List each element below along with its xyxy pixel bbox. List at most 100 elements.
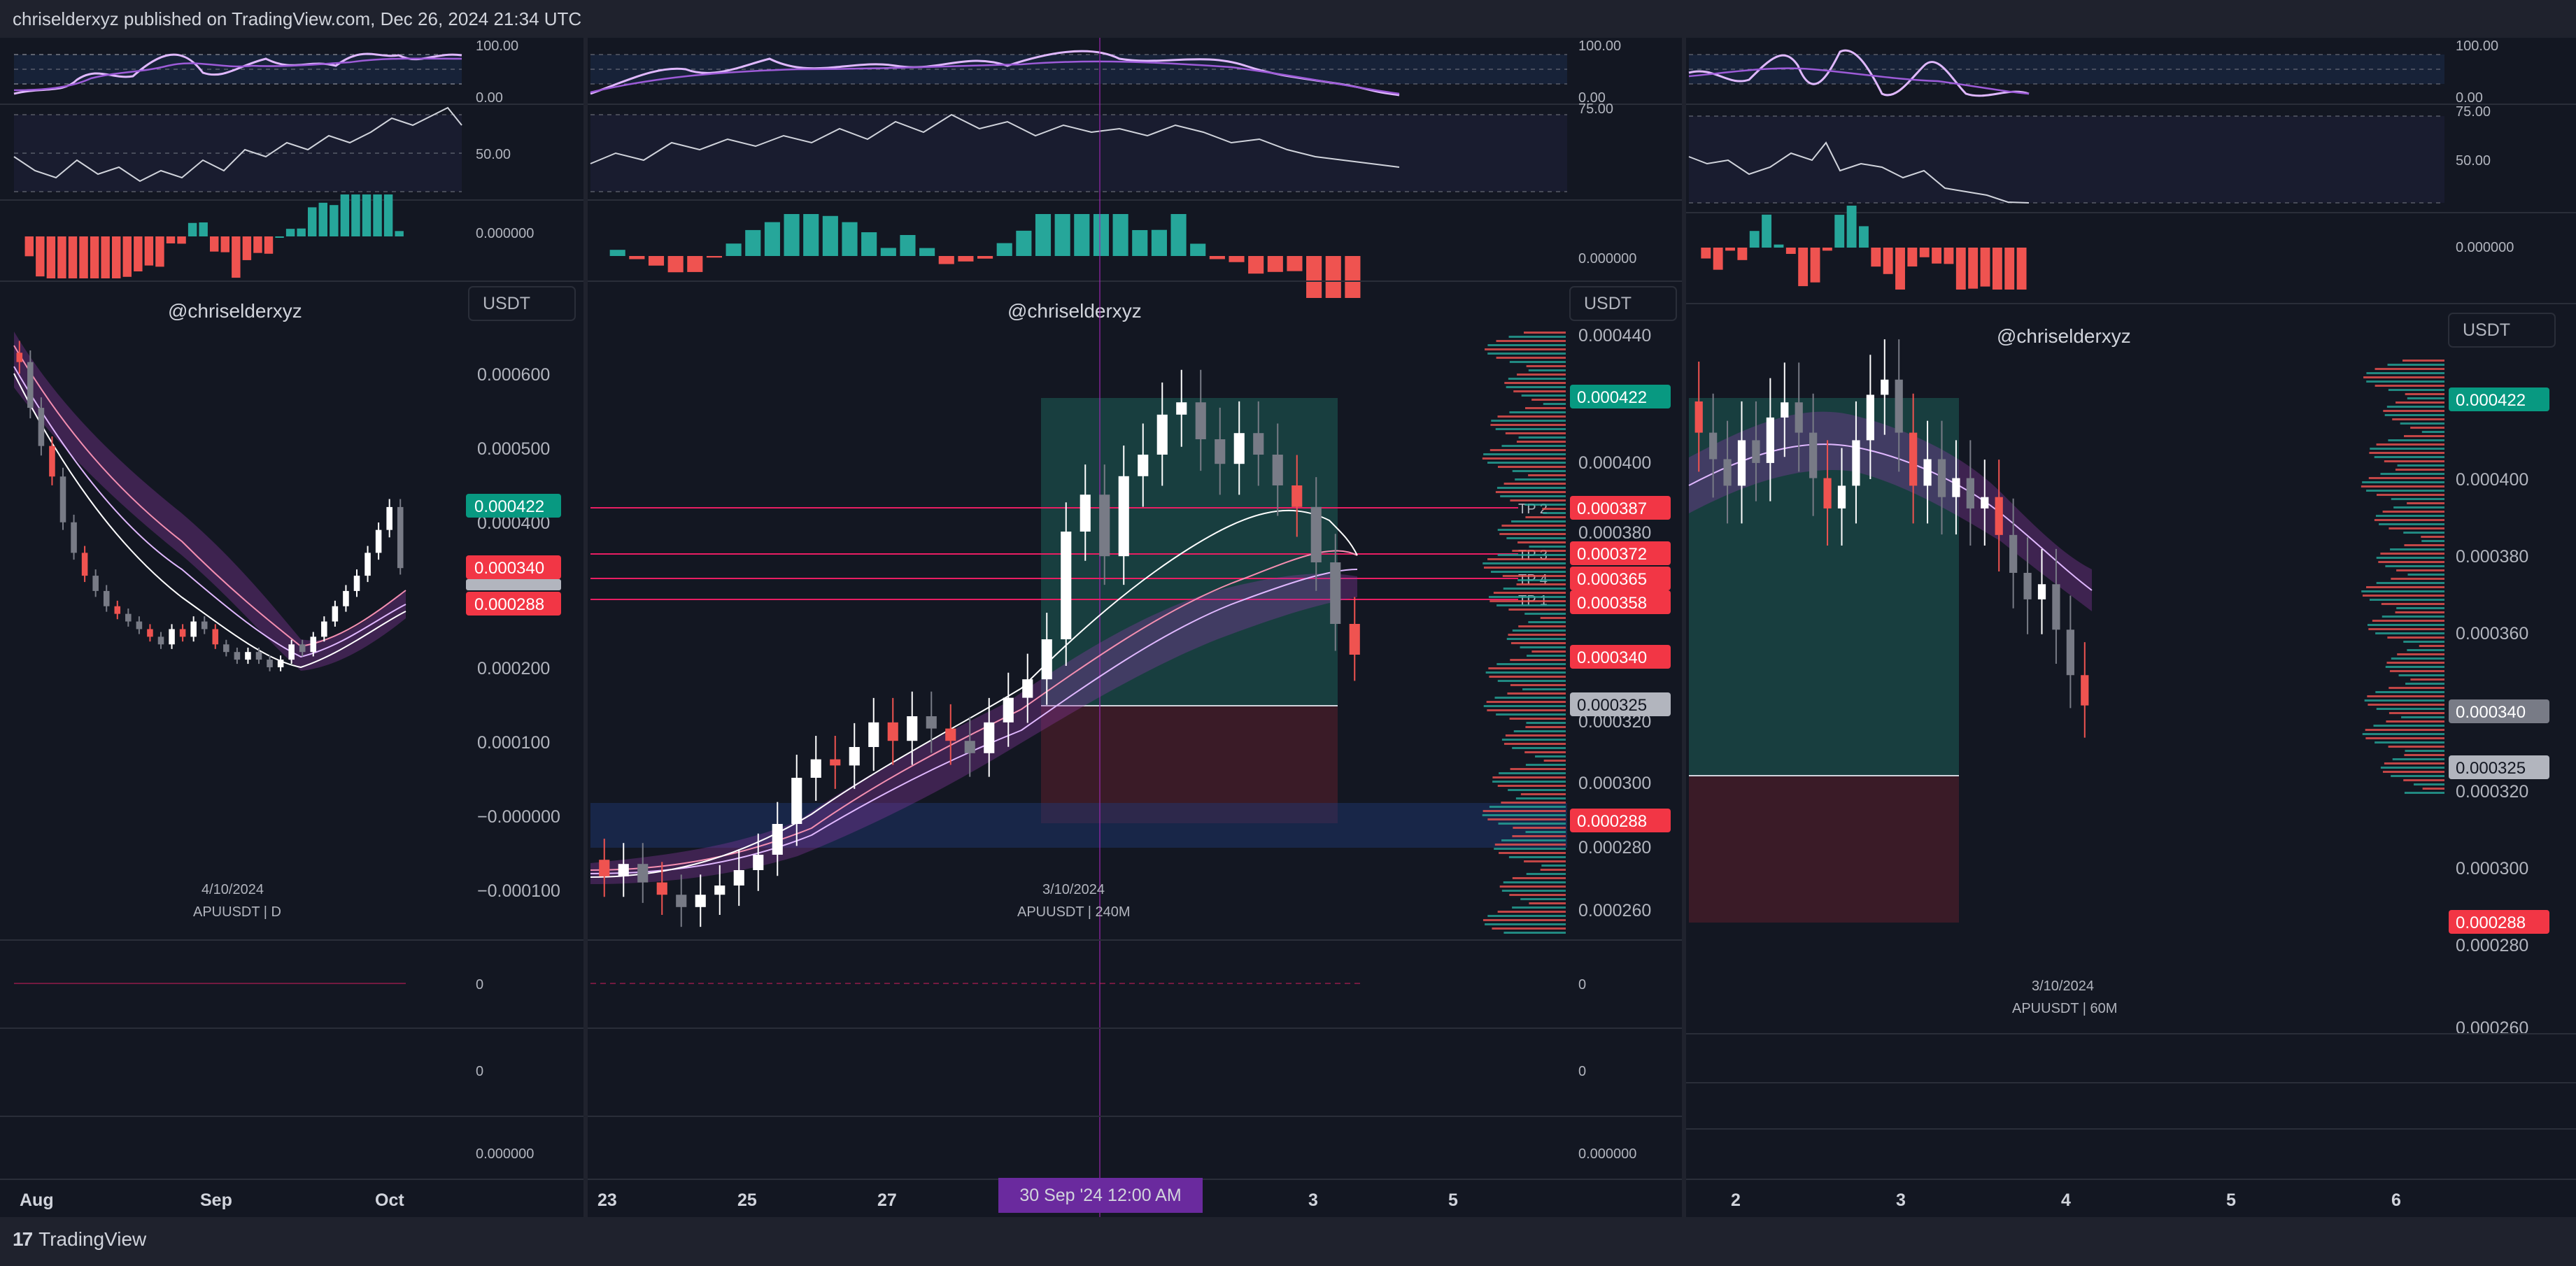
volume-profile-bar (2400, 422, 2444, 425)
candle-body (599, 860, 610, 876)
candle-body (1330, 562, 1341, 624)
volume-profile-bar (1531, 399, 1566, 401)
volume-profile-bar (1492, 781, 1566, 783)
candle-body (1022, 679, 1033, 698)
y-tick-360: 0.000360 (2456, 624, 2528, 643)
watermark: @chriselderxyz (168, 300, 302, 322)
pane-separator-2[interactable] (1682, 38, 1686, 1217)
candle-body (288, 644, 295, 660)
pane-separator-1[interactable] (583, 38, 588, 1217)
volume-profile-bar (2421, 431, 2444, 433)
tag-422: 0.000422 (1577, 388, 1647, 407)
volume-profile-bar (2384, 414, 2444, 416)
volume-profile-bar (1524, 751, 1566, 753)
volume-profile-bar (1496, 604, 1566, 606)
y-tick-320: 0.000320 (1578, 712, 1651, 732)
volume-profile-bar (1528, 369, 1566, 371)
volume-profile-bar (1505, 734, 1566, 737)
volume-profile-bar (1516, 583, 1566, 585)
macd-bar (1895, 248, 1905, 290)
volume-profile-bar (1528, 621, 1566, 623)
stoch-tick: 75.00 (1578, 101, 1613, 117)
macd-bar (1713, 248, 1723, 270)
candle-body (637, 864, 649, 883)
volume-profile-bar (2407, 574, 2444, 576)
volume-profile-bar (1487, 915, 1566, 917)
h1-chart-svg[interactable]: 100.00 0.00 75.00 50.00 0.000000 @chrise… (1686, 38, 2576, 1217)
macd-bar (1151, 229, 1167, 256)
daily-chart-svg[interactable]: 100.00 0.00 50.00 0.000000 @chriselderxy… (0, 38, 583, 1217)
volume-profile-bar (1509, 894, 1566, 896)
candle-body (1138, 455, 1149, 476)
chart-pane-daily[interactable]: 100.00 0.00 50.00 0.000000 @chriselderxy… (0, 38, 583, 1217)
volume-profile-bar (1524, 613, 1566, 615)
macd-bar (1822, 248, 1832, 251)
candle-body (190, 621, 197, 637)
volume-profile-bar (2366, 380, 2444, 383)
macd-bar (1846, 206, 1857, 248)
volume-profile-bar (2388, 439, 2444, 441)
volume-profile-bar (2381, 603, 2444, 605)
publish-header: chriselderxyz published on TradingView.c… (0, 0, 2576, 38)
chart-pane-1h[interactable]: 100.00 0.00 75.00 50.00 0.000000 @chrise… (1686, 38, 2576, 1217)
candle-body (945, 728, 956, 741)
volume-profile-bar (2410, 678, 2444, 681)
tag-372: 0.000372 (1577, 545, 1647, 564)
candle-body (1709, 432, 1718, 460)
candle-body (2081, 675, 2089, 706)
candle-body (1981, 497, 1989, 508)
candle-body (59, 476, 66, 522)
stoch-tick: 50.00 (476, 147, 511, 162)
position-stop-zone (1689, 776, 1959, 923)
volume-profile-bar (1487, 709, 1566, 711)
macd-bar (210, 236, 219, 252)
macd-bar (1871, 248, 1881, 267)
volume-profile-bar (2363, 376, 2444, 378)
volume-profile-bar (1503, 483, 1566, 485)
candle-body (926, 716, 937, 729)
chart-pane-4h[interactable]: 100.00 0.00 75.00 0.000000 @chriselderxy… (588, 38, 1682, 1217)
candle-body (310, 636, 317, 653)
stoch-tick-50: 50.00 (2456, 153, 2491, 169)
macd-bar (395, 231, 404, 236)
volume-profile-bar (1520, 793, 1566, 795)
volume-profile-bar (1488, 596, 1566, 598)
volume-profile-bar (1489, 676, 1566, 678)
volume-profile-bar (1520, 646, 1566, 648)
candle-body (103, 590, 110, 606)
volume-profile-bar (1490, 424, 1566, 426)
tradingview-logo[interactable]: 17 TradingView (13, 1228, 146, 1251)
h4-chart-svg[interactable]: 100.00 0.00 75.00 0.000000 @chriselderxy… (588, 38, 1682, 1217)
candle-body (830, 759, 841, 766)
x-tick-4: 4 (2061, 1190, 2071, 1210)
macd-bar (1725, 248, 1735, 251)
volume-profile-bar (2397, 464, 2444, 467)
macd-bar (1074, 214, 1090, 256)
volume-profile-bar (2373, 725, 2444, 727)
volume-profile-bar (2376, 494, 2444, 496)
candle-body (1003, 697, 1014, 723)
macd-bar (609, 250, 625, 256)
candle-body (714, 886, 726, 895)
volume-profile-bar (1501, 839, 1566, 841)
rsi-signal-line (13, 57, 462, 92)
volume-profile-bar (1483, 453, 1566, 455)
y-tick-6: −0.000000 (477, 807, 560, 827)
volume-profile-bar (2390, 548, 2444, 550)
volume-profile-bar (2376, 582, 2444, 584)
volume-profile-bar (1513, 390, 1566, 392)
volume-profile-bar (1525, 764, 1566, 766)
volume-profile-bar (2365, 729, 2444, 731)
candle-body (964, 741, 975, 753)
lower-tick-2: 0 (1578, 1064, 1586, 1079)
candle-body (1752, 440, 1760, 463)
macd-bar (199, 222, 208, 236)
macd-bar (900, 235, 916, 256)
candle-body (234, 652, 241, 660)
volume-profile-bar (2396, 607, 2444, 609)
candle-body (1118, 476, 1129, 557)
volume-profile-bar (1524, 332, 1566, 334)
tag-bg-365 (1570, 567, 1671, 590)
volume-profile-bar (1482, 562, 1566, 564)
lower-tick-3: 0.000000 (1578, 1146, 1636, 1162)
